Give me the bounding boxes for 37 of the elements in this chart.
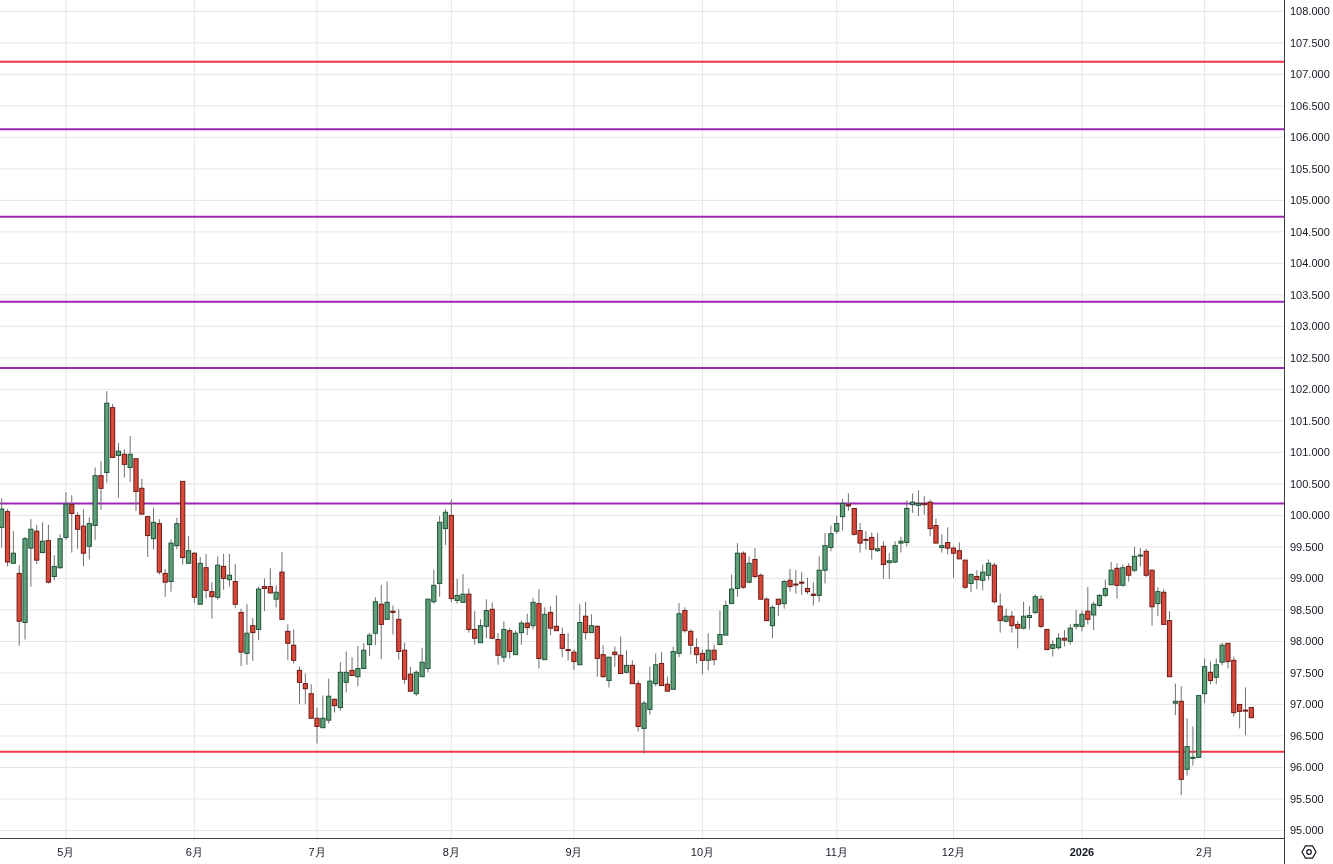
x-tick-label: 11月 (825, 846, 848, 858)
x-tick-label: 2月 (1196, 846, 1214, 858)
x-tick-label: 6月 (185, 846, 203, 858)
y-tick-label: 108.000 (1290, 5, 1330, 18)
y-tick-label: 98.500 (1290, 603, 1324, 616)
y-tick-label: 103.000 (1290, 320, 1330, 333)
y-tick-label: 99.000 (1290, 572, 1324, 585)
y-tick-label: 97.000 (1290, 698, 1324, 711)
y-tick-label: 102.500 (1290, 351, 1330, 364)
y-tick-label: 106.500 (1290, 99, 1330, 112)
x-tick-label: 8月 (442, 846, 460, 858)
y-tick-label: 104.500 (1290, 225, 1330, 238)
x-tick-label: 7月 (308, 846, 326, 858)
y-tick-label: 100.000 (1290, 509, 1330, 522)
y-tick-label: 101.500 (1290, 414, 1330, 427)
x-tick-label: 10月 (690, 846, 715, 858)
y-tick-label: 99.500 (1290, 540, 1324, 553)
y-tick-label: 105.500 (1290, 162, 1330, 175)
x-tick-label: 9月 (565, 846, 583, 858)
y-tick-label: 104.000 (1290, 257, 1330, 270)
y-tick-label: 101.000 (1290, 446, 1330, 459)
y-tick-label: 95.000 (1290, 824, 1324, 837)
y-tick-label: 105.000 (1290, 194, 1330, 207)
y-tick-label: 98.000 (1290, 635, 1324, 648)
x-tick-label: 5月 (57, 846, 75, 858)
y-tick-label: 107.000 (1290, 68, 1330, 81)
y-tick-label: 103.500 (1290, 288, 1330, 301)
y-tick-label: 107.500 (1290, 36, 1330, 49)
y-tick-label: 96.500 (1290, 729, 1324, 742)
x-tick-label: 2026 (1069, 846, 1095, 858)
y-tick-label: 97.500 (1290, 666, 1324, 679)
x-tick-label: 12月 (941, 846, 966, 858)
y-tick-label: 102.000 (1290, 383, 1330, 396)
y-tick-label: 100.500 (1290, 477, 1330, 490)
y-tick-label: 95.500 (1290, 792, 1324, 805)
y-tick-label: 106.000 (1290, 131, 1330, 144)
y-tick-label: 96.000 (1290, 761, 1324, 774)
